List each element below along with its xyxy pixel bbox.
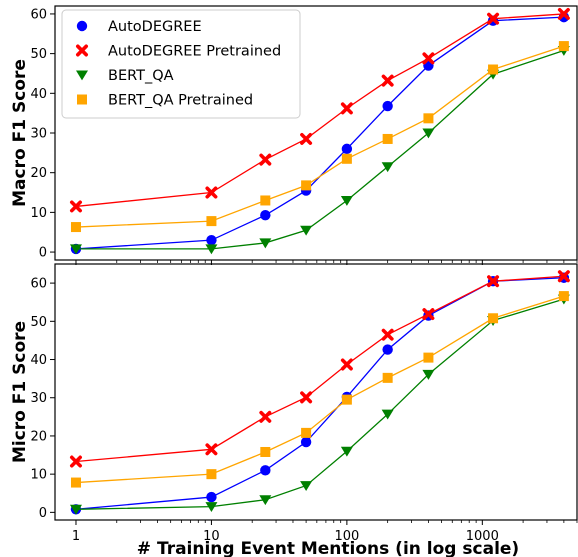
macro-point-autodegree-pretrained: [259, 153, 272, 166]
micro-point-bert-qa-pretrained: [260, 446, 271, 457]
macro-point-autodegree-pretrained: [69, 200, 82, 213]
micro-xtick-label: 1000: [466, 529, 499, 544]
micro-xtick-label: 1: [72, 529, 80, 544]
micro-point-bert-qa: [422, 369, 435, 380]
micro-point-autodegree-pretrained: [340, 358, 353, 371]
macro-point-bert-qa-pretrained: [341, 153, 352, 164]
micro-point-bert-qa-pretrained: [301, 427, 312, 438]
micro-point-autodegree-pretrained: [259, 410, 272, 423]
micro-ytick-label: 0: [39, 506, 47, 521]
micro-point-autodegree-pretrained: [69, 455, 82, 468]
macro-point-bert-qa: [340, 195, 353, 206]
micro-xtick-label: 10: [203, 529, 220, 544]
macro-point-autodegree: [206, 234, 217, 246]
macro-point-autodegree-pretrained: [300, 132, 313, 145]
macro-point-autodegree-pretrained: [205, 186, 218, 199]
macro-point-bert-qa: [422, 128, 435, 139]
macro-point-bert-qa-pretrained: [70, 222, 81, 233]
macro-point-bert-qa-pretrained: [206, 216, 217, 227]
micro-series-bert-qa: [69, 294, 570, 515]
macro-f1-panel: 0 10 20 30 40 50 60 Macro F1 Score: [10, 5, 578, 265]
macro-point-bert-qa-pretrained: [382, 133, 393, 144]
legend-marker-autodegree-pretrained: [76, 44, 88, 57]
macro-ytick-label: 30: [30, 127, 47, 142]
macro-point-autodegree-pretrained: [422, 52, 435, 65]
micro-series-autodegree-pretrained: [69, 270, 570, 468]
macro-point-bert-qa-pretrained: [558, 41, 569, 52]
micro-ytick-label: 40: [30, 353, 47, 368]
macro-point-bert-qa: [69, 244, 82, 255]
legend-marker-autodegree: [76, 20, 88, 32]
micro-point-autodegree-pretrained: [381, 328, 394, 341]
micro-point-bert-qa-pretrained: [558, 291, 569, 302]
macro-series-bert-qa-pretrained: [70, 41, 569, 233]
micro-point-autodegree-pretrained: [557, 270, 570, 283]
micro-line-autodegree-pretrained: [75, 275, 564, 463]
macro-point-autodegree: [260, 209, 271, 221]
legend-marker-bert-qa-pretrained: [77, 94, 87, 105]
micro-point-bert-qa: [69, 504, 82, 515]
macro-point-autodegree-pretrained: [381, 74, 394, 87]
micro-point-bert-qa-pretrained: [206, 469, 217, 480]
legend-box: [61, 9, 301, 119]
macro-series-autodegree-pretrained: [69, 7, 570, 213]
macro-point-bert-qa-pretrained: [260, 195, 271, 206]
macro-point-bert-qa-pretrained: [488, 64, 499, 75]
micro-point-autodegree: [382, 344, 393, 355]
legend-label-bert-qa: BERT_QA: [108, 68, 174, 84]
legend-label-autodegree: AutoDEGREE: [108, 19, 202, 35]
macro-ytick-label: 40: [30, 87, 47, 102]
micro-point-autodegree: [300, 436, 312, 448]
legend-label-bert-qa-pretrained: BERT_QA Pretrained: [108, 93, 253, 109]
macro-point-autodegree-pretrained: [340, 102, 353, 115]
micro-ytick-label: 20: [30, 429, 47, 444]
micro-point-autodegree-pretrained: [487, 275, 500, 288]
macro-point-bert-qa-pretrained: [423, 113, 434, 124]
legend: AutoDEGREE AutoDEGREE Pretrained BERT_QA BE…: [61, 9, 301, 119]
micro-point-bert-qa-pretrained: [382, 372, 393, 383]
micro-ytick-label: 60: [30, 277, 47, 292]
macro-ytick-label: 10: [30, 206, 47, 221]
micro-point-bert-qa: [340, 446, 353, 457]
macro-ylabel: Macro F1 Score: [10, 59, 30, 207]
micro-point-bert-qa: [205, 502, 218, 513]
micro-ytick-label: 10: [30, 468, 47, 483]
macro-point-bert-qa: [259, 238, 272, 249]
macro-point-bert-qa: [300, 225, 313, 236]
macro-point-bert-qa: [381, 162, 394, 173]
macro-ytick-label: 20: [30, 166, 47, 181]
micro-xtick-label: 100: [334, 529, 359, 544]
micro-ytick-label: 50: [30, 315, 47, 330]
micro-f1-panel: 0 10 20 30 40 50 60 1 10 100 1000 Micro F1 Score # T…: [10, 263, 578, 557]
macro-ytick-label: 60: [30, 7, 47, 22]
macro-point-autodegree: [341, 143, 353, 155]
micro-point-bert-qa: [259, 495, 272, 506]
micro-point-bert-qa: [300, 481, 313, 492]
micro-point-bert-qa-pretrained: [70, 477, 81, 488]
macro-point-bert-qa-pretrained: [301, 180, 312, 191]
legend-label-autodegree-pretrained: AutoDEGREE Pretrained: [108, 44, 281, 60]
macro-point-bert-qa: [205, 244, 218, 255]
macro-point-autodegree: [382, 100, 393, 112]
macro-point-autodegree-pretrained: [557, 7, 570, 20]
micro-ylabel: Micro F1 Score: [10, 321, 30, 463]
macro-ytick-label: 0: [39, 246, 47, 261]
micro-point-autodegree-pretrained: [205, 443, 218, 456]
micro-series-bert-qa-pretrained: [70, 291, 569, 488]
micro-point-autodegree-pretrained: [422, 308, 435, 321]
micro-ytick-label: 30: [30, 391, 47, 406]
micro-point-autodegree: [206, 491, 217, 503]
legend-marker-bert-qa: [76, 70, 88, 81]
micro-point-autodegree-pretrained: [300, 391, 313, 404]
micro-plot-frame: [54, 263, 578, 521]
micro-point-bert-qa-pretrained: [423, 352, 434, 363]
micro-point-bert-qa-pretrained: [341, 394, 352, 405]
micro-point-autodegree: [260, 465, 271, 476]
xlabel: # Training Event Mentions (in log scale): [137, 539, 519, 557]
micro-point-bert-qa-pretrained: [488, 313, 499, 324]
macro-point-autodegree-pretrained: [487, 12, 500, 25]
micro-point-bert-qa: [381, 409, 394, 420]
macro-ytick-label: 50: [30, 47, 47, 62]
